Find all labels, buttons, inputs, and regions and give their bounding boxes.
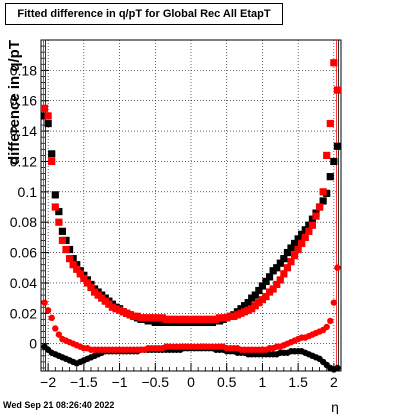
y-tick-label: 0.1 <box>18 184 38 200</box>
x-tick-label: 1 <box>259 374 267 390</box>
data-point <box>276 276 284 284</box>
x-tick-label: 0 <box>187 374 195 390</box>
data-point <box>58 236 67 245</box>
data-point <box>40 104 49 112</box>
x-tick-label: −1.5 <box>70 374 98 390</box>
series-4 <box>41 264 341 353</box>
data-point <box>287 244 295 252</box>
data-point <box>73 265 81 273</box>
data-point <box>294 235 302 243</box>
data-point <box>262 277 270 286</box>
data-point <box>308 221 317 229</box>
data-point <box>55 331 63 338</box>
data-point <box>287 258 295 266</box>
data-point <box>83 279 92 287</box>
x-tick-label: 1.5 <box>288 374 308 390</box>
y-tick-label: 0.06 <box>10 245 37 261</box>
data-point <box>48 314 55 322</box>
data-point <box>312 212 320 220</box>
data-point <box>76 270 84 278</box>
data-point <box>333 86 342 94</box>
data-point <box>323 323 330 331</box>
data-point <box>280 270 288 278</box>
data-point <box>65 255 74 263</box>
data-point <box>80 274 88 282</box>
data-point <box>51 191 59 199</box>
x-axis-label: η <box>331 399 339 414</box>
data-point <box>262 293 270 301</box>
data-point <box>62 245 70 254</box>
data-point <box>330 299 338 306</box>
data-point <box>265 273 274 281</box>
data-point <box>273 264 281 272</box>
data-point <box>319 197 327 205</box>
data-point <box>334 264 341 271</box>
data-point <box>41 299 48 306</box>
y-tick-label: 0.14 <box>10 123 37 139</box>
data-point <box>44 112 52 120</box>
data-point <box>319 188 327 196</box>
data-point <box>294 245 302 254</box>
y-tick-label: 0.18 <box>10 62 37 78</box>
data-point <box>330 157 338 166</box>
y-tick-label: 0 <box>29 336 37 352</box>
axis-ticks: −2 −1.5 −1 −0.5 0 0.5 1 1.5 2 0 0.02 0.04 0.06 0.08 0.… <box>10 45 342 390</box>
data-point <box>273 280 281 289</box>
axis-labels: η difference in q/pT <box>6 40 339 414</box>
x-tick-label: 0.5 <box>217 374 237 390</box>
x-tick-label: −1 <box>112 374 128 390</box>
data-point <box>52 325 59 332</box>
date-stamp: Wed Sep 21 08:26:40 2022 <box>3 400 115 410</box>
data-point <box>258 282 267 290</box>
data-point <box>330 59 338 67</box>
data-point <box>55 218 63 226</box>
data-point <box>283 264 292 272</box>
data-point <box>55 207 63 216</box>
data-point <box>255 286 263 295</box>
data-point <box>290 239 299 248</box>
y-tick-label: 0.12 <box>10 153 37 169</box>
y-tick-label: 0.08 <box>10 214 37 230</box>
data-point <box>51 203 59 211</box>
data-point <box>298 239 306 248</box>
y-axis-label: difference in q/pT <box>6 40 23 165</box>
data-point <box>327 317 334 325</box>
y-tick-label: 0.16 <box>10 93 37 109</box>
data-point <box>315 203 324 211</box>
data-point <box>269 285 277 293</box>
data-point <box>333 142 342 150</box>
data-point <box>305 227 313 235</box>
data-point <box>334 364 341 372</box>
chart-title: Fitted difference in q/pT for Global Rec… <box>17 8 271 20</box>
data-point <box>290 252 299 260</box>
data-point <box>283 248 292 257</box>
x-tick-label: −2 <box>40 374 56 390</box>
data-point <box>69 261 77 269</box>
data-point <box>44 119 52 128</box>
data-point <box>326 173 334 181</box>
data-point <box>326 119 334 128</box>
y-tick-label: 0.04 <box>10 275 37 291</box>
data-point <box>48 150 56 158</box>
data-point <box>280 255 288 263</box>
x-tick-label: −0.5 <box>141 374 169 390</box>
data-point <box>244 299 252 307</box>
y-tick-label: 0.02 <box>10 305 37 321</box>
data-point <box>44 307 52 314</box>
chart-title-box: Fitted difference in q/pT for Global Rec… <box>5 3 283 25</box>
data-point <box>251 291 259 299</box>
x-tick-label: 2 <box>330 374 338 390</box>
series-2 <box>40 59 342 323</box>
data-point <box>301 233 309 241</box>
data-point <box>323 151 331 159</box>
data-point <box>58 227 67 235</box>
data-point <box>48 157 56 166</box>
data-point <box>87 283 95 292</box>
data-point <box>276 259 284 267</box>
data-series <box>40 40 342 373</box>
